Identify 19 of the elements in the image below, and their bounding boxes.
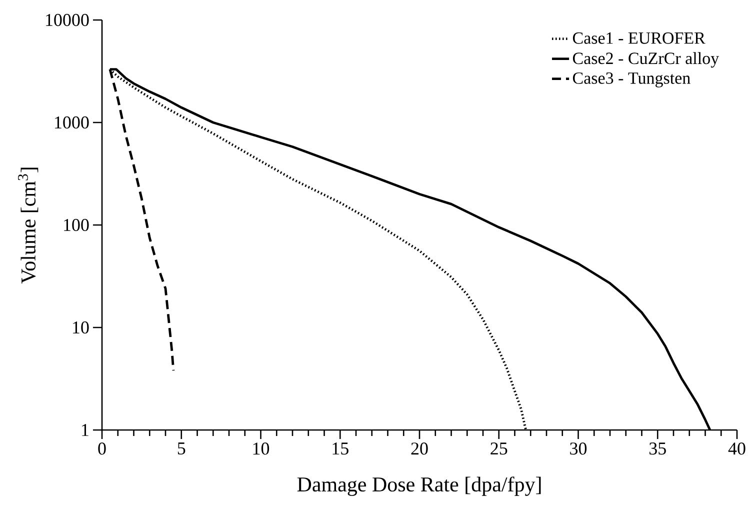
x-tick-label: 10 [253, 442, 270, 455]
x-tick-label: 25 [490, 442, 508, 455]
x-tick-label: 15 [332, 442, 348, 455]
x-tick-label: 35 [649, 442, 666, 455]
x-tick-label: 5 [178, 442, 186, 454]
y-tick-label: 1000 [55, 116, 89, 129]
legend-label: Case1 - EUROFER [572, 32, 706, 44]
x-tick-label: 20 [411, 442, 428, 455]
legend-label: Case3 - Tungsten [572, 72, 690, 88]
y-tick-label: 100 [64, 218, 89, 232]
x-tick-label: 30 [570, 442, 587, 455]
y-tick-label: 1 [82, 424, 88, 436]
y-axis-title: Volume [cm$^{3}$] [18, 168, 38, 284]
x-axis-title: Damage Dose Rate [dpa/fpy] [297, 476, 541, 496]
x-tick-label: 0 [98, 442, 106, 455]
legend-label: Case2 - CuZrCr alloy [572, 52, 720, 68]
y-tick-label: 10 [73, 321, 89, 334]
y-tick-label: 10000 [46, 14, 89, 26]
x-tick-label: 40 [728, 442, 746, 455]
